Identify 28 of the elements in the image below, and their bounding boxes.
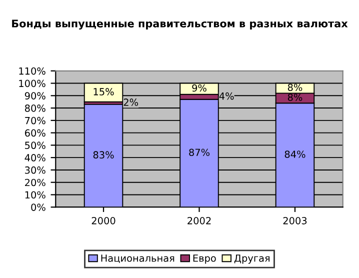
legend-label: Евро: [193, 254, 216, 264]
y-tick-label: 60%: [24, 129, 46, 137]
y-tick-label: 50%: [25, 142, 46, 150]
y-tick-label: 110%: [19, 67, 46, 75]
data-label: 4%: [219, 92, 234, 100]
y-tick-label: 100%: [19, 80, 46, 88]
y-tick-label: 20%: [25, 178, 46, 186]
data-label: 9%: [192, 84, 206, 92]
data-label: 84%: [284, 150, 306, 158]
chart-title: Бонды выпущенные правительством в разных валютах: [12, 20, 348, 30]
x-tick-label: 2003: [283, 217, 307, 224]
y-tick-label: 40%: [24, 154, 46, 162]
data-label: 15%: [94, 88, 114, 96]
data-label: 87%: [189, 148, 210, 156]
data-label: 2%: [124, 98, 138, 106]
data-label: 83%: [93, 151, 114, 159]
y-tick-label: 10%: [25, 191, 46, 199]
y-tick-label: 80%: [24, 104, 46, 112]
y-tick-label: 70%: [25, 116, 46, 124]
y-tick-label: 90%: [24, 92, 46, 100]
legend-label: Национальная: [101, 254, 174, 264]
x-tick-label: 2000: [92, 217, 116, 224]
y-tick-label: 0%: [31, 204, 46, 211]
data-label: 8%: [288, 84, 302, 92]
data-label: 8%: [288, 94, 302, 101]
x-tick-label: 2002: [188, 217, 211, 224]
y-tick-label: 30%: [25, 166, 46, 174]
legend-label: Другая: [234, 254, 270, 264]
